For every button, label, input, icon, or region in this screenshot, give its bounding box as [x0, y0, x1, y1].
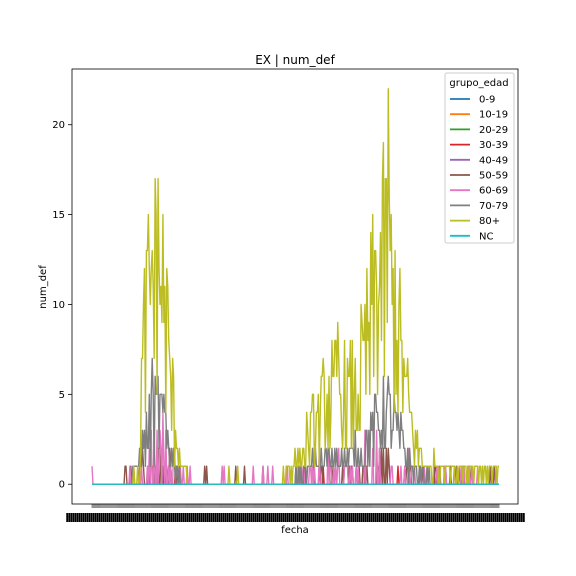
x-tick-labels-overlap — [66, 513, 525, 522]
legend-title: grupo_edad — [449, 78, 508, 89]
legend-label-20-29: 20-29 — [479, 125, 508, 136]
legend-items: 0-9 10-19 20-29 30-39 40-49 50-59 60-69 70-79 80… — [450, 95, 508, 242]
y-tick-label: 5 — [59, 390, 65, 401]
legend-label-80+: 80+ — [479, 216, 500, 227]
y-axis-ticks: 0 5 10 15 20 — [52, 120, 72, 491]
legend-label-50-59: 50-59 — [479, 171, 508, 182]
x-tick-marks — [91, 504, 500, 508]
legend-label-60-69: 60-69 — [479, 186, 508, 197]
series-line-80+ — [92, 88, 499, 485]
x-axis-label: fecha — [281, 525, 309, 536]
y-axis-label: num_def — [38, 265, 49, 309]
legend-label-NC: NC — [479, 231, 493, 242]
legend-label-10-19: 10-19 — [479, 110, 508, 121]
y-tick-label: 10 — [52, 300, 65, 311]
legend-label-70-79: 70-79 — [479, 201, 508, 212]
y-tick-label: 15 — [52, 210, 65, 221]
legend-label-40-49: 40-49 — [479, 155, 508, 166]
series-layer — [91, 88, 499, 485]
chart-title: EX | num_def — [255, 53, 335, 67]
legend-frame — [444, 72, 515, 244]
x-axis-ticks — [66, 504, 525, 522]
y-tick-label: 20 — [52, 120, 65, 131]
legend: grupo_edad 0-9 10-19 20-29 30-39 40-49 50-59 6… — [444, 72, 515, 244]
legend-label-0-9: 0-9 — [479, 95, 495, 106]
legend-label-30-39: 30-39 — [479, 140, 508, 151]
y-tick-label: 0 — [59, 480, 65, 491]
